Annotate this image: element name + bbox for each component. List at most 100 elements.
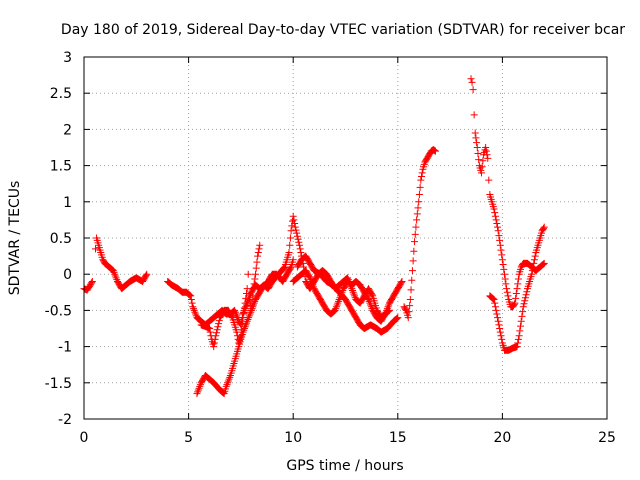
data-point <box>493 310 501 318</box>
data-point <box>111 272 119 280</box>
data-point <box>290 216 298 224</box>
data-point <box>285 248 293 256</box>
data-point <box>289 212 297 220</box>
data-point <box>407 286 415 294</box>
y-tick-label: 0 <box>63 267 72 283</box>
data-point <box>243 285 251 293</box>
data-point <box>498 256 506 264</box>
data-point <box>469 86 477 94</box>
data-point <box>492 306 500 314</box>
data-point <box>408 267 416 275</box>
data-point <box>385 307 393 315</box>
x-axis-label: GPS time / hours <box>286 458 403 474</box>
data-point <box>245 312 253 320</box>
data-point <box>497 246 505 254</box>
data-point <box>411 230 419 238</box>
data-point <box>529 263 537 271</box>
data-point <box>307 277 315 285</box>
data-point <box>109 267 117 275</box>
data-point <box>250 280 258 288</box>
data-point <box>530 256 538 264</box>
data-point <box>224 377 232 385</box>
data-point <box>92 245 100 253</box>
data-point <box>368 291 376 299</box>
data-point <box>514 275 522 283</box>
data-point <box>513 343 521 351</box>
data-point <box>409 257 417 265</box>
data-point <box>248 305 256 313</box>
y-tick-label: -1.5 <box>45 376 72 392</box>
data-point <box>246 310 254 318</box>
data-point <box>496 241 504 249</box>
data-point <box>404 314 412 322</box>
data-point <box>293 229 301 237</box>
data-point <box>142 271 150 279</box>
data-point <box>309 281 317 289</box>
data-point <box>291 220 299 228</box>
data-point <box>222 382 230 390</box>
data-point <box>494 317 502 325</box>
data-point <box>415 191 423 199</box>
data-point <box>211 335 219 343</box>
data-point <box>478 163 486 171</box>
data-point <box>188 299 196 307</box>
data-point <box>279 265 287 273</box>
data-point <box>219 389 227 397</box>
data-point <box>521 297 529 305</box>
data-point <box>308 279 316 287</box>
data-point <box>482 144 490 151</box>
data-point <box>499 261 507 269</box>
data-point <box>417 176 425 184</box>
data-point <box>490 205 498 213</box>
data-point <box>206 328 214 336</box>
data-point <box>233 328 241 336</box>
data-point <box>195 384 203 392</box>
y-tick-label: 3 <box>63 50 72 66</box>
data-point <box>210 339 218 347</box>
data-series <box>80 75 548 398</box>
data-point <box>185 291 193 299</box>
data-point <box>255 245 263 253</box>
data-point <box>502 280 510 288</box>
data-point <box>511 299 519 307</box>
data-point <box>286 241 294 249</box>
data-point <box>482 147 490 155</box>
data-point <box>514 280 522 288</box>
data-point <box>365 296 373 304</box>
data-point <box>335 297 343 305</box>
x-tick-label: 0 <box>80 430 89 446</box>
data-point <box>333 301 341 309</box>
data-point <box>416 183 424 191</box>
data-point <box>485 176 493 184</box>
data-point <box>187 296 195 304</box>
data-point <box>491 209 499 217</box>
data-point <box>225 375 233 383</box>
data-point <box>406 302 414 310</box>
data-point <box>503 285 511 293</box>
x-tick-label: 20 <box>493 430 511 446</box>
data-point <box>307 276 315 284</box>
data-point <box>88 279 96 287</box>
data-point <box>194 388 202 396</box>
data-point <box>413 210 421 218</box>
data-point <box>335 296 343 304</box>
data-point <box>240 304 248 312</box>
data-point <box>334 299 342 307</box>
data-point <box>113 276 121 284</box>
data-point <box>477 169 485 177</box>
y-tick-label: 1 <box>63 195 72 211</box>
data-point <box>540 260 548 268</box>
data-point <box>189 305 197 313</box>
data-point <box>252 264 260 272</box>
data-point <box>331 306 339 314</box>
data-point <box>295 238 303 246</box>
data-point <box>249 285 257 293</box>
data-point <box>528 270 536 278</box>
data-point <box>518 312 526 320</box>
data-point <box>493 220 501 228</box>
chart-title: Day 180 of 2019, Sidereal Day-to-day VTE… <box>61 22 625 38</box>
data-point <box>500 265 508 273</box>
x-tick-label: 15 <box>389 430 407 446</box>
data-point <box>483 151 491 159</box>
data-point <box>472 134 480 142</box>
